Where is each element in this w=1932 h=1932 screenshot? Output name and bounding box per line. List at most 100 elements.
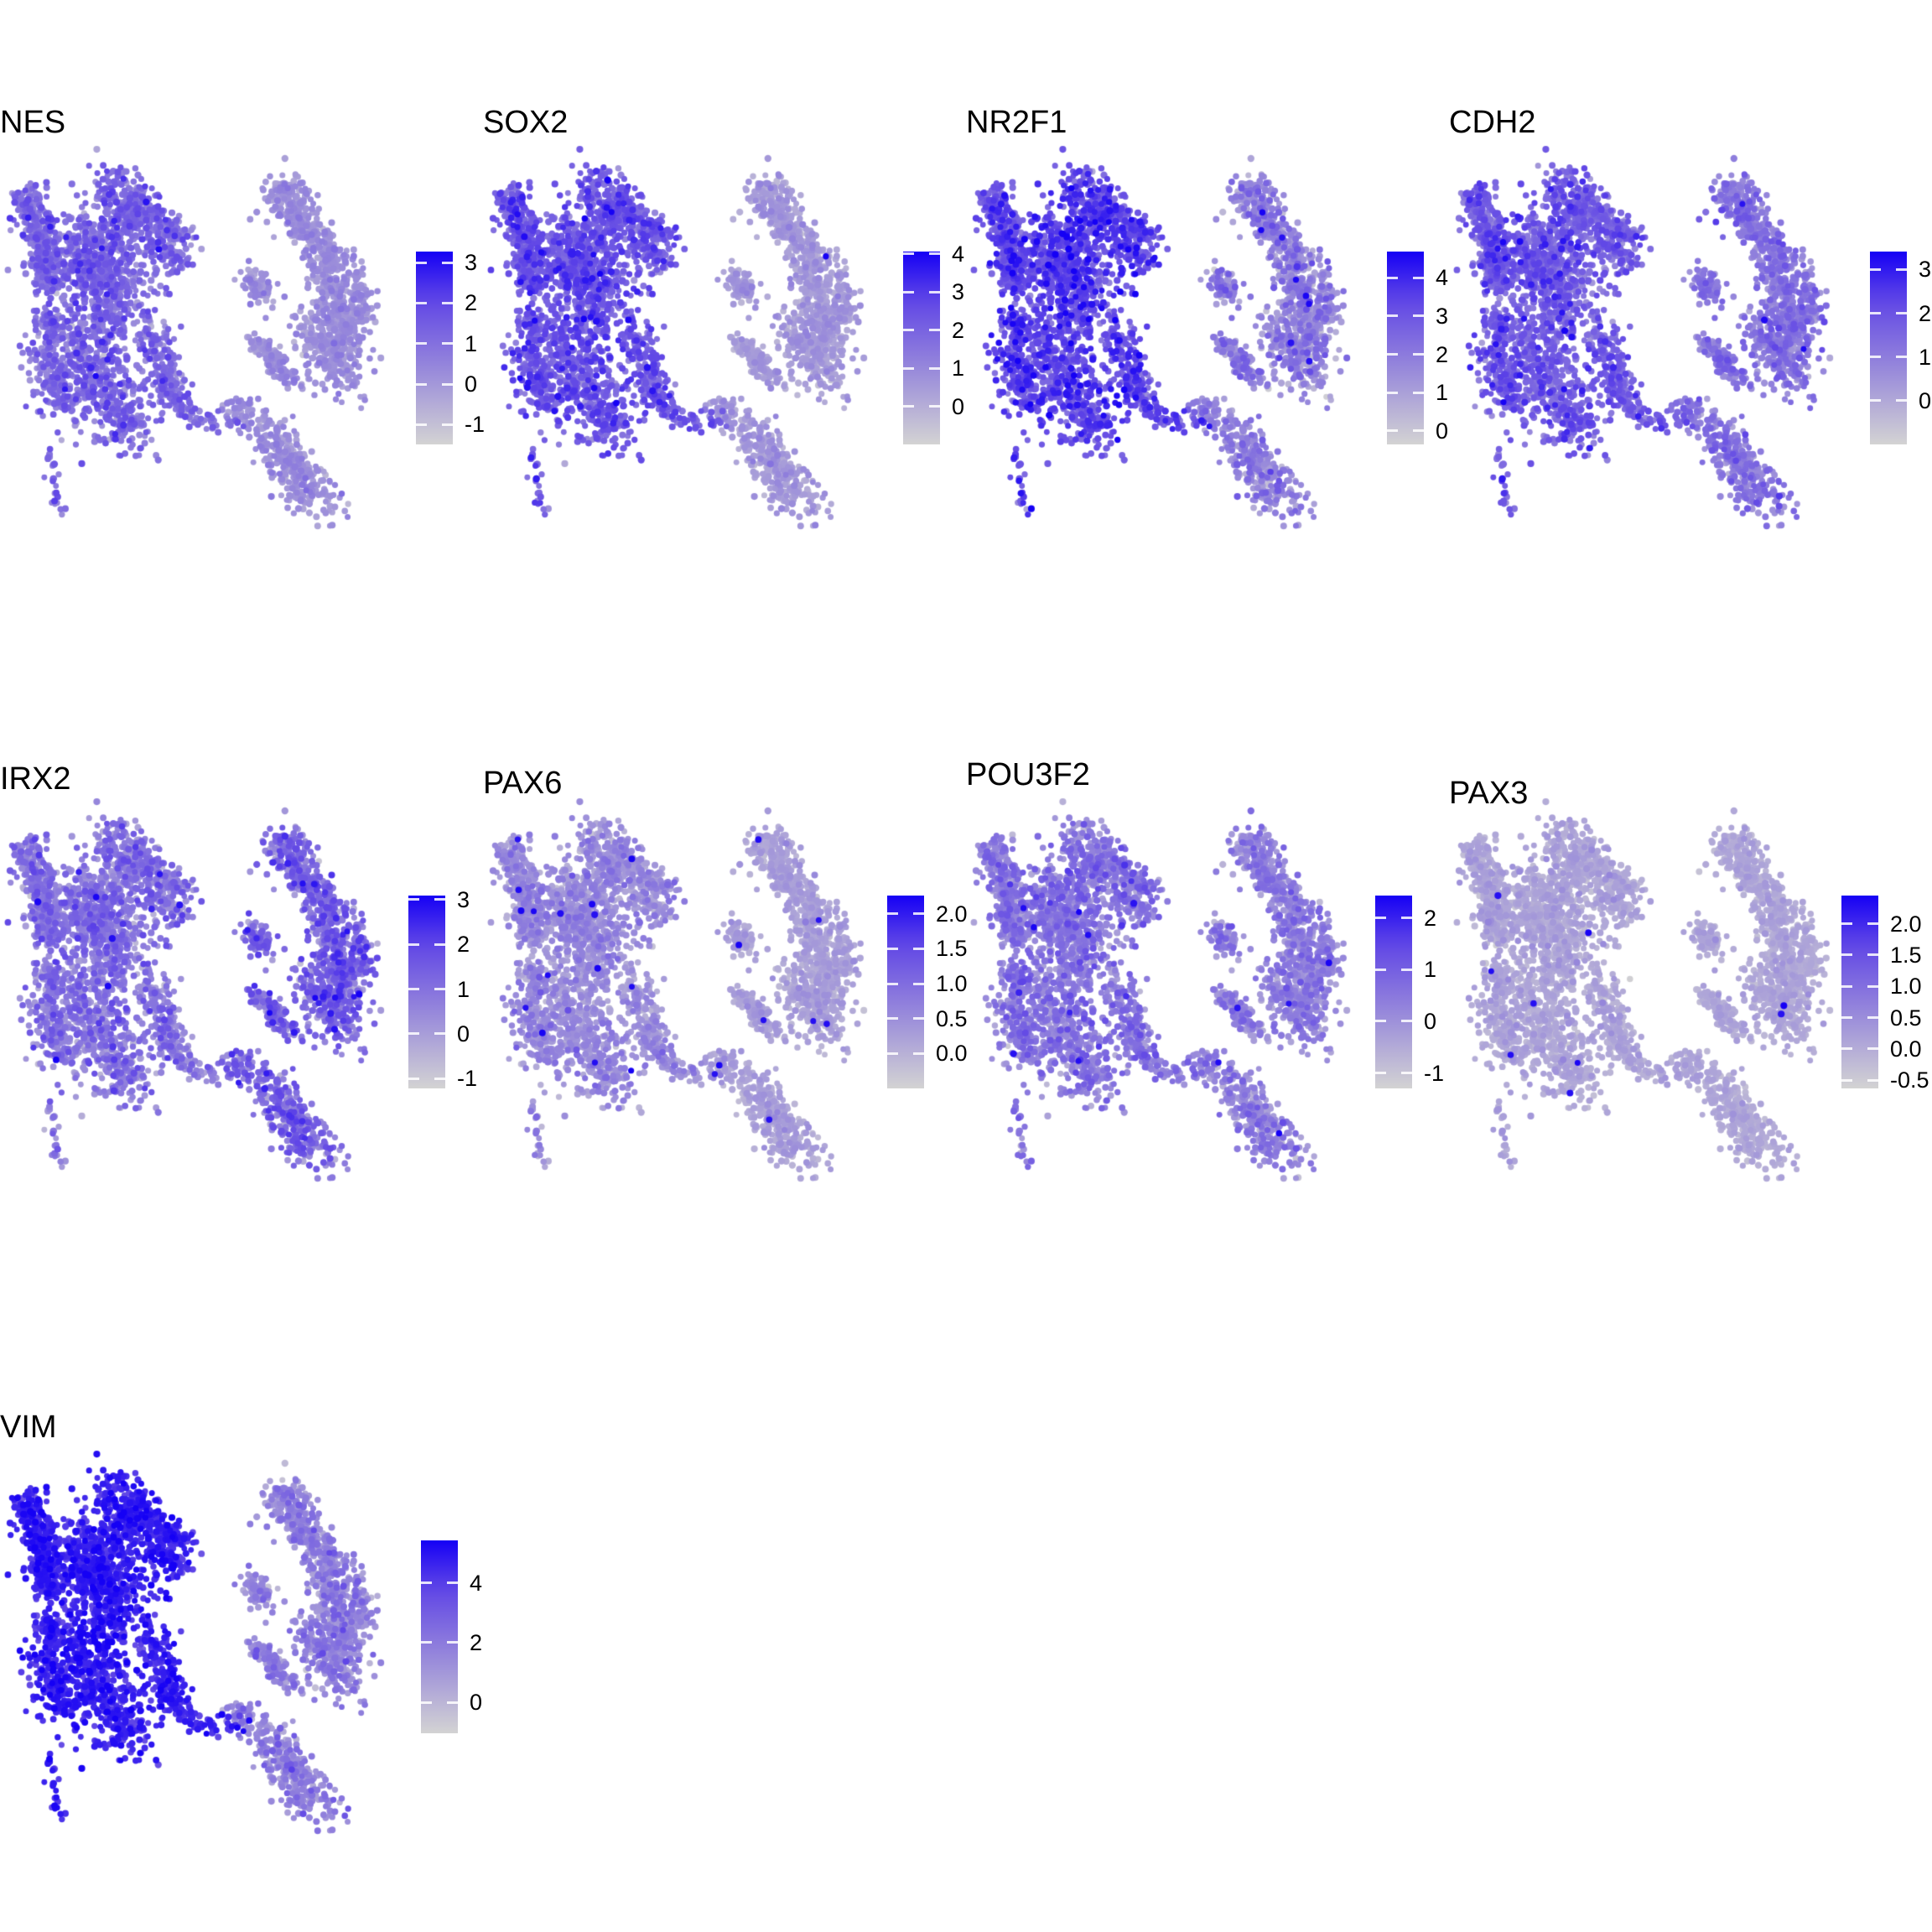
legend-tick-mark bbox=[442, 382, 453, 386]
legend-tick-label: 4 bbox=[952, 241, 965, 267]
legend-tick-mark bbox=[434, 898, 445, 901]
legend-gradient-bar bbox=[903, 252, 940, 444]
legend-tick-mark bbox=[1841, 922, 1852, 926]
legend-tick-mark bbox=[929, 405, 940, 408]
legend-tick-mark bbox=[408, 988, 419, 991]
legend-tick-mark bbox=[447, 1641, 458, 1644]
legend-tick-label: 1.5 bbox=[1890, 942, 1922, 968]
legend-gradient-bar bbox=[1375, 896, 1412, 1088]
expression-legend-NES: 3 2 1 0 -1 bbox=[416, 250, 508, 470]
panel-title-PAX6: PAX6 bbox=[483, 766, 563, 801]
legend-tick-label: 2.0 bbox=[936, 901, 968, 927]
legend-tick-label: 1.0 bbox=[1890, 974, 1922, 1000]
panel-title-VIM: VIM bbox=[0, 1410, 57, 1445]
legend-tick-label: 2 bbox=[952, 317, 965, 343]
legend-gradient-bar bbox=[1387, 252, 1424, 444]
panel-title-NR2F1: NR2F1 bbox=[966, 105, 1067, 140]
legend-tick-mark bbox=[408, 1032, 419, 1036]
panel-title-SOX2: SOX2 bbox=[483, 105, 569, 140]
legend-tick-mark bbox=[903, 252, 914, 256]
legend-tick-label: 1 bbox=[1919, 344, 1932, 370]
legend-tick-label: 0 bbox=[470, 1690, 483, 1716]
legend-tick-mark bbox=[1413, 353, 1424, 356]
umap-scatter-POU3F2 bbox=[966, 795, 1360, 1189]
feature-panel-PAX6: PAX6 2.0 1.5 1.0 0.5 0.0 bbox=[483, 728, 968, 1348]
umap-scatter-VIM bbox=[0, 1447, 394, 1841]
legend-tick-label: 0.5 bbox=[1890, 1005, 1922, 1031]
legend-tick-mark bbox=[1413, 314, 1424, 318]
legend-tick-label: -1 bbox=[465, 412, 486, 438]
legend-tick-mark bbox=[1896, 356, 1907, 359]
legend-tick-mark bbox=[903, 329, 914, 332]
legend-tick-mark bbox=[421, 1581, 432, 1585]
legend-tick-label: 0 bbox=[465, 371, 478, 397]
legend-tick-mark bbox=[447, 1581, 458, 1585]
legend-tick-label: 3 bbox=[1436, 303, 1449, 329]
feature-panel-PAX3: PAX3 2.0 1.5 1.0 0.5 0.0 -0.5 bbox=[1449, 728, 1932, 1348]
legend-tick-mark bbox=[416, 301, 427, 304]
legend-tick-mark bbox=[442, 301, 453, 304]
legend-gradient-bar bbox=[408, 896, 445, 1088]
panel-title-IRX2: IRX2 bbox=[0, 761, 71, 797]
legend-tick-mark bbox=[1870, 399, 1881, 402]
legend-tick-label: 3 bbox=[952, 279, 965, 305]
legend-tick-mark bbox=[1375, 917, 1386, 919]
legend-gradient-bar bbox=[887, 896, 924, 1088]
legend-tick-label: -1 bbox=[457, 1066, 478, 1092]
feature-panel-VIM: VIM 4 2 0 bbox=[0, 1380, 483, 1932]
legend-tick-label: 2 bbox=[465, 290, 478, 316]
expression-legend-IRX2: 3 2 1 0 -1 bbox=[408, 887, 501, 1114]
legend-tick-mark bbox=[929, 252, 940, 256]
legend-tick-mark bbox=[1870, 356, 1881, 359]
legend-tick-mark bbox=[903, 290, 914, 293]
legend-tick-label: 0.0 bbox=[1890, 1036, 1922, 1062]
legend-tick-mark bbox=[913, 982, 924, 985]
legend-tick-label: 2 bbox=[1436, 341, 1449, 367]
legend-gradient-bar bbox=[416, 252, 453, 444]
legend-tick-mark bbox=[1401, 968, 1412, 971]
legend-tick-mark bbox=[929, 290, 940, 293]
legend-tick-mark bbox=[1867, 922, 1878, 926]
legend-tick-mark bbox=[434, 988, 445, 991]
legend-tick-label: 2 bbox=[457, 932, 470, 958]
legend-tick-label: 2 bbox=[470, 1629, 483, 1655]
legend-tick-label: 2 bbox=[1919, 300, 1932, 326]
feature-panel-IRX2: IRX2 3 2 1 0 -1 bbox=[0, 728, 483, 1348]
legend-tick-mark bbox=[1387, 276, 1398, 279]
legend-tick-mark bbox=[1867, 1016, 1878, 1020]
legend-tick-mark bbox=[929, 366, 940, 370]
expression-legend-NR2F1: 4 3 2 1 0 bbox=[1387, 252, 1479, 470]
legend-tick-mark bbox=[1841, 1047, 1852, 1051]
legend-tick-mark bbox=[903, 405, 914, 408]
legend-tick-mark bbox=[1896, 267, 1907, 271]
legend-tick-mark bbox=[887, 1052, 898, 1055]
legend-tick-mark bbox=[421, 1701, 432, 1704]
legend-tick-mark bbox=[1870, 267, 1881, 271]
legend-tick-label: 1 bbox=[952, 356, 965, 382]
legend-tick-mark bbox=[408, 943, 419, 946]
umap-scatter-NR2F1 bbox=[966, 143, 1360, 537]
legend-tick-mark bbox=[442, 423, 453, 426]
legend-tick-mark bbox=[887, 1017, 898, 1021]
legend-tick-mark bbox=[1841, 984, 1852, 988]
expression-legend-SOX2: 4 3 2 1 0 bbox=[903, 242, 995, 470]
expression-legend-POU3F2: 2 1 0 -1 bbox=[1375, 896, 1467, 1114]
expression-legend-VIM: 4 2 0 bbox=[421, 1540, 513, 1758]
umap-scatter-IRX2 bbox=[0, 795, 394, 1189]
legend-tick-mark bbox=[1896, 312, 1907, 315]
legend-tick-mark bbox=[416, 261, 427, 264]
legend-tick-mark bbox=[434, 1077, 445, 1080]
legend-tick-mark bbox=[887, 947, 898, 950]
legend-tick-mark bbox=[416, 423, 427, 426]
legend-tick-mark bbox=[1375, 968, 1386, 971]
legend-tick-label: 2 bbox=[1424, 905, 1437, 931]
panel-title-CDH2: CDH2 bbox=[1449, 105, 1536, 140]
legend-tick-mark bbox=[442, 342, 453, 345]
legend-tick-label: 4 bbox=[1436, 265, 1449, 291]
legend-tick-label: 0 bbox=[1424, 1008, 1437, 1034]
legend-tick-mark bbox=[913, 1017, 924, 1021]
legend-gradient-bar bbox=[421, 1540, 458, 1733]
legend-tick-mark bbox=[1413, 391, 1424, 394]
legend-tick-mark bbox=[421, 1641, 432, 1644]
legend-tick-label: 1 bbox=[1436, 380, 1449, 406]
